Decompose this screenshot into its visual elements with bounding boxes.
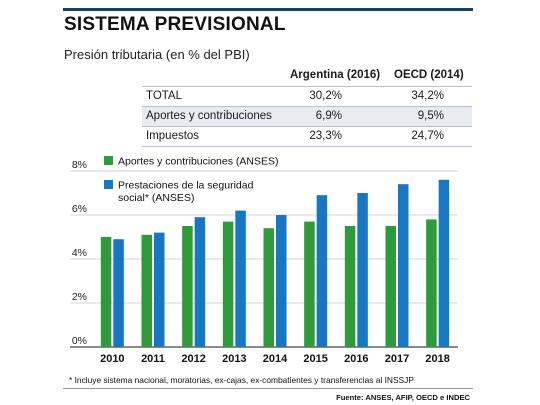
bar-prestaciones — [235, 210, 246, 347]
column-header-oecd: OECD (2014) — [394, 69, 464, 81]
comparison-table: Argentina (2016) OECD (2014) TOTAL 30,2%… — [142, 68, 472, 147]
legend-swatch-prestaciones — [104, 180, 113, 189]
bar-prestaciones — [438, 179, 450, 347]
page-subtitle: Presión tributaria (en % del PBI) — [64, 47, 250, 62]
legend-label: social* (ANSES) — [118, 192, 194, 204]
bar-aportes — [141, 234, 152, 347]
legend-label: Prestaciones de la seguridad — [118, 180, 254, 192]
table-header: Argentina (2016) OECD (2014) — [142, 68, 472, 86]
bar-prestaciones — [398, 184, 409, 347]
cell-oecd: 34,2% — [411, 90, 444, 102]
row-label: Aportes y contribuciones — [146, 110, 272, 122]
bar-aportes — [344, 226, 356, 347]
cell-argentina: 30,2% — [309, 90, 342, 102]
x-tick-label: 2013 — [222, 353, 246, 365]
row-label: Impuestos — [146, 130, 200, 142]
cell-argentina: 23,3% — [309, 130, 342, 142]
bar-aportes — [182, 226, 193, 347]
bar-aportes — [222, 221, 234, 347]
cell-argentina: 6,9% — [315, 110, 342, 122]
bar-aportes — [304, 221, 315, 347]
bar-aportes — [100, 237, 112, 347]
cell-oecd: 24,7% — [411, 130, 444, 142]
y-tick-label: 2% — [72, 291, 87, 303]
bar-prestaciones — [316, 195, 328, 347]
x-tick-label: 2016 — [344, 353, 368, 365]
column-header-argentina: Argentina (2016) — [290, 69, 381, 81]
legend-label: Aportes y contribuciones (ANSES) — [118, 156, 278, 168]
bar-prestaciones — [154, 232, 165, 347]
legend-swatch-aportes — [104, 156, 113, 165]
y-tick-label: 4% — [72, 247, 87, 259]
footnote: * Incluye sistema nacional, moratorias, … — [69, 375, 414, 385]
bar-prestaciones — [113, 239, 124, 347]
bar-aportes — [385, 226, 396, 347]
x-tick-label: 2011 — [141, 353, 165, 365]
bottom-rule — [63, 388, 473, 389]
x-tick-label: 2017 — [385, 353, 409, 365]
x-tick-label: 2015 — [303, 353, 327, 365]
bar-prestaciones — [276, 215, 287, 347]
x-tick-label: 2010 — [100, 353, 124, 365]
source-note: Fuente: ANSES, AFIP, OECD e INDEC — [336, 393, 470, 402]
y-tick-label: 0% — [72, 335, 87, 347]
row-label: TOTAL — [146, 90, 182, 102]
x-tick-label: 2018 — [425, 353, 449, 365]
table-row-aportes: Aportes y contribuciones 6,9% 9,5% — [142, 106, 472, 126]
table-row-total: TOTAL 30,2% 34,2% — [142, 86, 472, 106]
bar-prestaciones — [194, 217, 206, 347]
bar-prestaciones — [357, 193, 368, 347]
x-tick-label: 2014 — [263, 353, 288, 365]
bar-aportes — [426, 219, 437, 347]
bar-aportes — [263, 228, 274, 347]
table-row-impuestos: Impuestos 23,3% 24,7% — [142, 126, 472, 147]
title-rule — [63, 8, 473, 11]
page-title: SISTEMA PREVISIONAL — [64, 14, 286, 35]
cell-oecd: 9,5% — [417, 110, 444, 122]
y-tick-label: 8% — [72, 159, 87, 171]
x-tick-label: 2012 — [181, 353, 205, 365]
y-tick-label: 6% — [72, 203, 87, 215]
